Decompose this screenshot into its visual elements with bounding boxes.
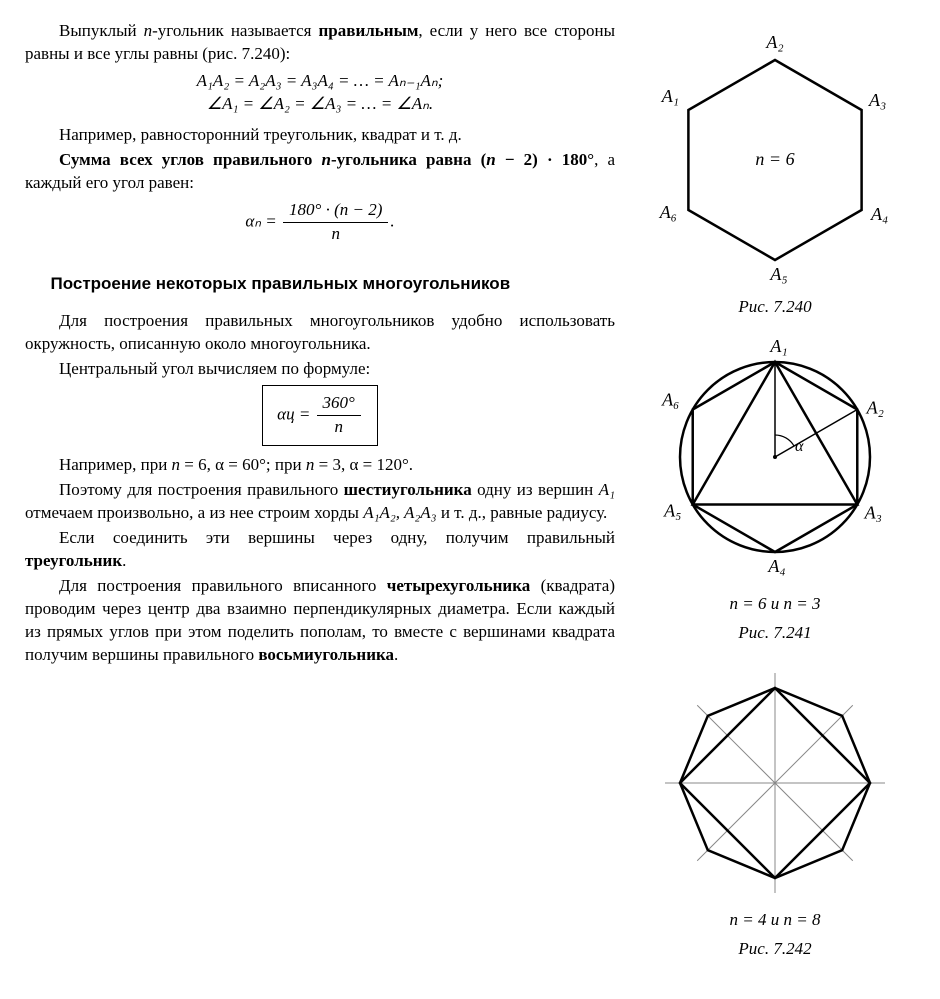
para-definition: Выпуклый n-угольник называется правильны… [25, 20, 615, 66]
svg-text:A₅: A₅ [769, 264, 787, 284]
text: . [122, 551, 126, 570]
text: αц = [277, 405, 314, 424]
svg-text:A₆: A₆ [659, 202, 677, 222]
svg-text:n = 6: n = 6 [755, 149, 794, 169]
figure-caption: Рис. 7.242 [738, 938, 811, 961]
para-triangle: Если соединить эти вершины через одну, п… [25, 527, 615, 573]
page-layout: Выпуклый n-угольник называется правильны… [25, 20, 915, 979]
figure-circle-hex-tri: α A₁ A₂ A₃ A₄ A₅ A₆ [635, 337, 915, 587]
text: n [283, 223, 388, 246]
text: A₁A₂ = A₂A₃ = A₃A₄ = … = Aₙ₋₁Aₙ; [197, 71, 444, 90]
text: треугольник [25, 551, 122, 570]
text: n [144, 21, 153, 40]
para-example-angles: Например, при n = 6, α = 60°; при n = 3,… [25, 454, 615, 477]
para-angle-sum: Сумма всех углов правильного n-угольника… [25, 149, 615, 195]
text: четырехугольника [387, 576, 531, 595]
text: n [317, 416, 361, 439]
text: Например, при [59, 455, 172, 474]
text: A₁ [599, 480, 615, 499]
svg-text:α: α [795, 438, 804, 455]
para-central-angle: Центральный угол вычисляем по формуле: [25, 358, 615, 381]
para-examples: Например, равносторонний треугольник, кв… [25, 124, 615, 147]
text: n [172, 455, 181, 474]
text: A₁A₂, A₂A₃ [363, 503, 436, 522]
svg-text:A₂: A₂ [765, 32, 783, 52]
figure-column: A₁ A₂ A₃ A₄ A₅ A₆ n = 6 Рис. 7.240 α A₁ A₂ A₃ A₄ A₅… [635, 20, 915, 979]
text: n [322, 150, 331, 169]
svg-text:A₆: A₆ [661, 389, 679, 409]
text: Выпуклый [59, 21, 144, 40]
text: -угольника равна ( [331, 150, 486, 169]
text: правильным [319, 21, 419, 40]
figure-hexagon: A₁ A₂ A₃ A₄ A₅ A₆ n = 6 [635, 20, 915, 290]
text: одну из вершин [472, 480, 599, 499]
section-title: Построение некоторых правильных многоуго… [25, 273, 615, 296]
text: αₙ = [245, 211, 281, 230]
para-construction-intro: Для построения правильных многоугольнико… [25, 310, 615, 356]
text: -угольник называется [152, 21, 318, 40]
figure-note: n = 6 и n = 3 [730, 593, 821, 616]
text: = 3, α = 120°. [314, 455, 413, 474]
text: ∠A₁ = ∠A₂ = ∠A₃ = … = ∠Aₙ. [207, 94, 433, 113]
svg-text:A₁: A₁ [661, 86, 679, 106]
text: восьмиугольника [258, 645, 394, 664]
text: 180° · (n − 2) [283, 199, 388, 223]
equation-angle: αₙ = 180° · (n − 2)n. [25, 199, 615, 246]
para-square-octagon: Для построения правильного вписанного че… [25, 575, 615, 667]
text: . [394, 645, 398, 664]
svg-text:A₄: A₄ [870, 204, 888, 224]
svg-text:A₂: A₂ [866, 397, 884, 417]
svg-text:A₃: A₃ [864, 502, 882, 522]
figure-caption: Рис. 7.240 [738, 296, 811, 319]
figure-note: n = 4 и n = 8 [730, 909, 821, 932]
text: Поэтому для построения правильного [59, 480, 344, 499]
para-hexagon: Поэтому для построения правильного шести… [25, 479, 615, 525]
text: Для построения правильного вписанного [59, 576, 387, 595]
text: шестиугольника [344, 480, 472, 499]
text: отмечаем произвольно, а из нее строим хо… [25, 503, 363, 522]
equation-central-angle: αц = 360°n [25, 385, 615, 446]
svg-text:A₅: A₅ [663, 500, 681, 520]
text: Сумма всех углов правильного [59, 150, 322, 169]
svg-text:A₁: A₁ [769, 337, 787, 356]
equation-sides: A₁A₂ = A₂A₃ = A₃A₄ = … = Aₙ₋₁Aₙ; ∠A₁ = ∠… [25, 70, 615, 116]
text: − 2) · 180° [496, 150, 594, 169]
figure-caption: Рис. 7.241 [738, 622, 811, 645]
text: Если соединить эти вершины через одну, п… [59, 528, 615, 547]
text-column: Выпуклый n-угольник называется правильны… [25, 20, 615, 979]
text: = 6, α = 60°; при [180, 455, 306, 474]
svg-text:A₃: A₃ [868, 90, 886, 110]
text: n [486, 150, 495, 169]
text: и т. д., равные радиусу. [437, 503, 608, 522]
svg-text:A₄: A₄ [767, 556, 785, 576]
text: 360° [317, 392, 361, 416]
figure-octagon-square [635, 663, 915, 903]
